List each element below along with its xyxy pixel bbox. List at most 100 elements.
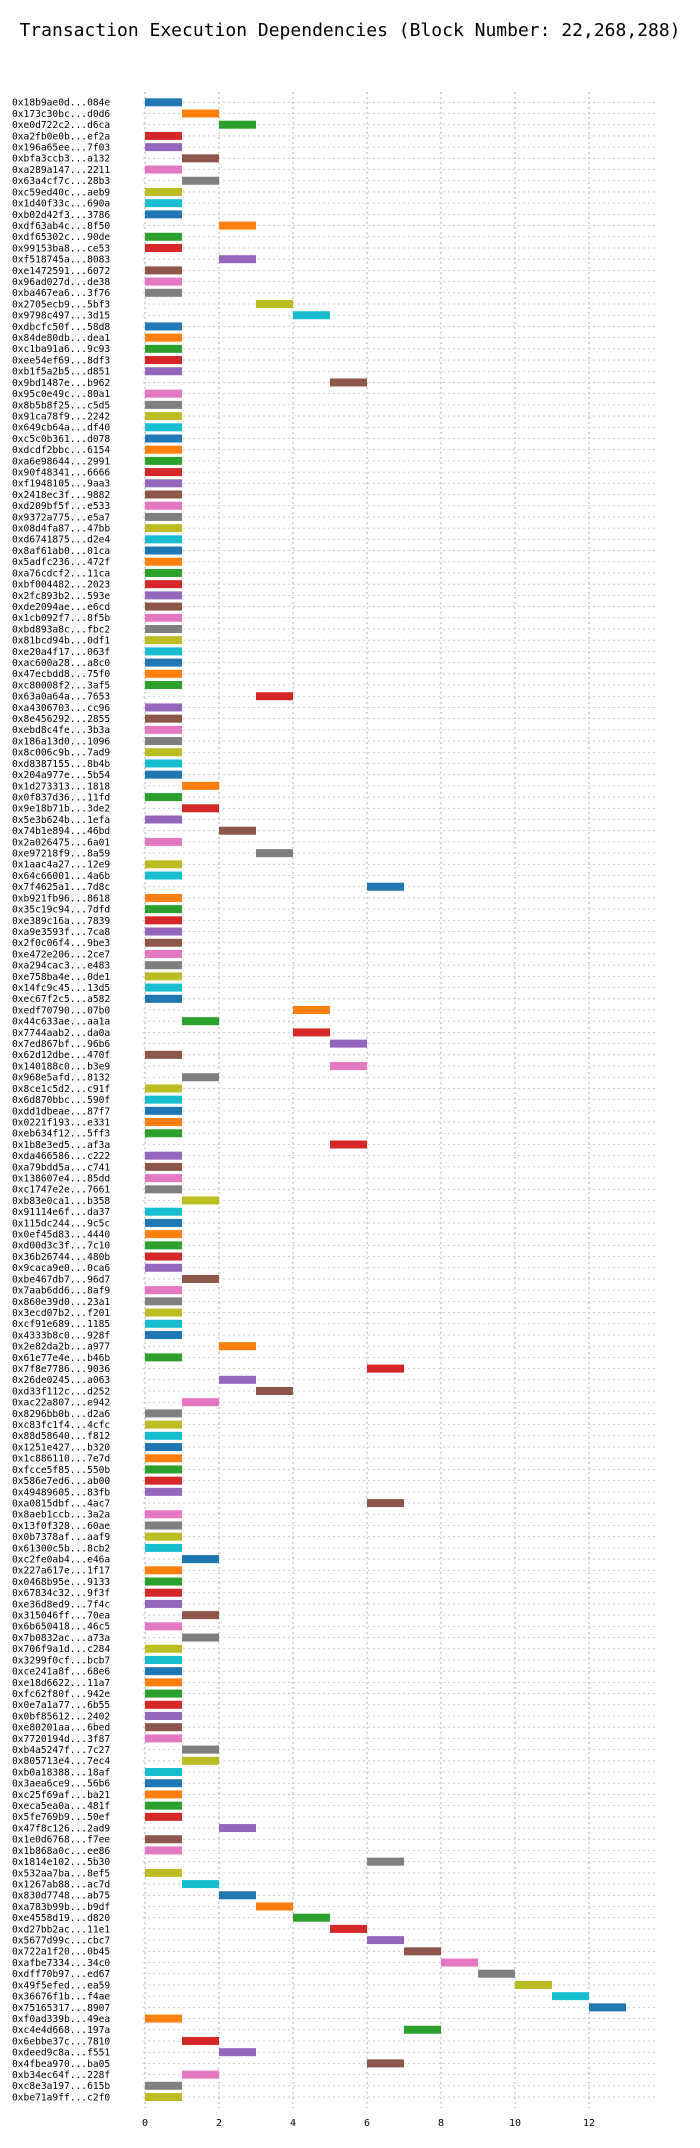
transaction-bar (145, 961, 182, 970)
transaction-label: 0xa76cdcf2...11ca (12, 568, 110, 579)
x-tick-label: 0 (142, 2118, 148, 2129)
transaction-bar (182, 781, 219, 790)
transaction-label: 0xe472e206...2ce7 (12, 949, 110, 960)
transaction-bar (145, 1723, 182, 1732)
transaction-bar (145, 344, 182, 353)
transaction-bar (219, 1342, 256, 1351)
transaction-label: 0x8af61ab0...01ca (12, 546, 110, 557)
transaction-label: 0xd33f112c...d252 (12, 1386, 110, 1397)
transaction-label: 0xb4a5247f...7c27 (12, 1745, 110, 1756)
transaction-label: 0x3ecd07b2...f201 (12, 1308, 110, 1319)
transaction-bar (367, 1364, 404, 1373)
transaction-label: 0x5fe769b9...50ef (12, 1812, 110, 1823)
transaction-label: 0x1b868a0c...ee86 (12, 1846, 110, 1857)
transaction-label: 0x74b1e894...46bd (12, 826, 110, 837)
transaction-bar (145, 860, 182, 869)
transaction-bar (145, 1431, 182, 1440)
transaction-label: 0xbe467db7...96d7 (12, 1274, 110, 1285)
transaction-label: 0x1d273313...1818 (12, 781, 110, 792)
transaction-label: 0x63a0a64a...7653 (12, 692, 110, 703)
transaction-bar (145, 434, 182, 443)
transaction-label: 0x44c633ae...aa1a (12, 1017, 110, 1028)
transaction-label: 0x99153ba8...ce53 (12, 243, 110, 254)
transaction-label: 0x8ce1c5d2...c91f (12, 1084, 110, 1095)
transaction-bar (145, 468, 182, 477)
transaction-bar (145, 1465, 182, 1474)
transaction-label: 0xc83fc1f4...4cfc (12, 1420, 110, 1431)
transaction-label: 0x140188c0...b3e9 (12, 1061, 110, 1072)
transaction-label: 0xb0a18388...18af (12, 1767, 110, 1778)
transaction-bar (145, 658, 182, 667)
transaction-label: 0xc5c0b361...d078 (12, 434, 110, 445)
transaction-label: 0xdd1dbeae...87f7 (12, 1106, 110, 1117)
transaction-bar (145, 1689, 182, 1698)
transaction-label: 0xc2fe0ab4...e46a (12, 1555, 110, 1566)
transaction-label: 0x186a13d0...1096 (12, 736, 110, 747)
transaction-label: 0xc4e4d668...197a (12, 2025, 110, 2036)
transaction-bar (367, 1857, 404, 1866)
transaction-label: 0xfcce5f85...550b (12, 1465, 110, 1476)
transaction-bar (145, 1297, 182, 1306)
transaction-bar (145, 1308, 182, 1317)
transaction-label: 0xdf65302c...90de (12, 232, 110, 243)
transaction-label: 0x7b0832ac...a73a (12, 1633, 110, 1644)
transaction-label: 0x5677d99c...cbc7 (12, 1936, 110, 1947)
transaction-bar (145, 737, 182, 746)
transaction-bar (182, 1017, 219, 1026)
transaction-label: 0xec67f2c5...a582 (12, 994, 110, 1005)
transaction-bar (182, 154, 219, 163)
transaction-label: 0xb1f5a2b5...d851 (12, 367, 110, 378)
transaction-bar (145, 1790, 182, 1799)
transaction-label: 0xa294cac3...e483 (12, 961, 110, 972)
transaction-label: 0xc80008f2...3af5 (12, 680, 110, 691)
transaction-bar (145, 647, 182, 656)
transaction-bar (145, 2093, 182, 2101)
transaction-label: 0xafbe7334...34c0 (12, 1958, 110, 1969)
transaction-label: 0x6b650418...46c5 (12, 1622, 110, 1633)
transaction-label: 0x2705ecb9...5bf3 (12, 299, 110, 310)
transaction-label: 0x706f9a1d...c284 (12, 1644, 110, 1655)
x-tick-label: 10 (509, 2118, 521, 2129)
transaction-label: 0xdff70b97...ed67 (12, 1969, 110, 1980)
chart-title: Transaction Execution Dependencies (Bloc… (19, 20, 681, 41)
transaction-bar (145, 815, 182, 824)
transaction-bar (404, 1947, 441, 1956)
transaction-bar (367, 1936, 404, 1945)
transaction-label: 0xd6741875...d2e4 (12, 535, 110, 546)
transaction-bar (367, 882, 404, 891)
transaction-label: 0xd209bf5f...e533 (12, 501, 110, 512)
transaction-bar (145, 288, 182, 297)
transaction-bar (145, 187, 182, 196)
transaction-bar (145, 400, 182, 409)
transaction-bar (145, 322, 182, 331)
transaction-label: 0xac600a28...a8c0 (12, 658, 110, 669)
transaction-label: 0xc59ed40c...aeb9 (12, 187, 110, 198)
transaction-label: 0xe18d6622...11a7 (12, 1678, 110, 1689)
transaction-label: 0x35c19c94...7dfd (12, 905, 110, 916)
transaction-label: 0x532aa7ba...8ef5 (12, 1868, 110, 1879)
transaction-bar (145, 580, 182, 589)
transaction-bar (145, 916, 182, 925)
y-tick-labels: 0x18b9ae0d...084e0x173c30bc...d0d60xe0d7… (12, 98, 110, 2104)
transaction-bar (441, 1958, 478, 1967)
transaction-label: 0xda466586...c222 (12, 1151, 110, 1162)
transaction-bar (145, 1174, 182, 1183)
transaction-bar (145, 714, 182, 723)
transaction-bar (145, 1532, 182, 1541)
transaction-label: 0x5adfc236...472f (12, 557, 110, 568)
transaction-bar (145, 1678, 182, 1687)
transaction-label: 0xd27bb2ac...11e1 (12, 1924, 110, 1935)
transaction-label: 0xe758ba4e...0de1 (12, 972, 110, 983)
transaction-bar (145, 748, 182, 757)
transaction-label: 0x9e18b71b...3de2 (12, 804, 110, 815)
transaction-bar (145, 1162, 182, 1171)
transaction-bar (145, 232, 182, 241)
transaction-label: 0x81bcd94b...0df1 (12, 636, 110, 647)
transaction-bar (145, 770, 182, 779)
transaction-bar (145, 568, 182, 577)
transaction-label: 0xbf004482...2023 (12, 580, 110, 591)
transaction-label: 0x0b7378af...aaf9 (12, 1532, 110, 1543)
transaction-label: 0x61e77e4e...b46b (12, 1353, 110, 1364)
transaction-bar (145, 994, 182, 1003)
